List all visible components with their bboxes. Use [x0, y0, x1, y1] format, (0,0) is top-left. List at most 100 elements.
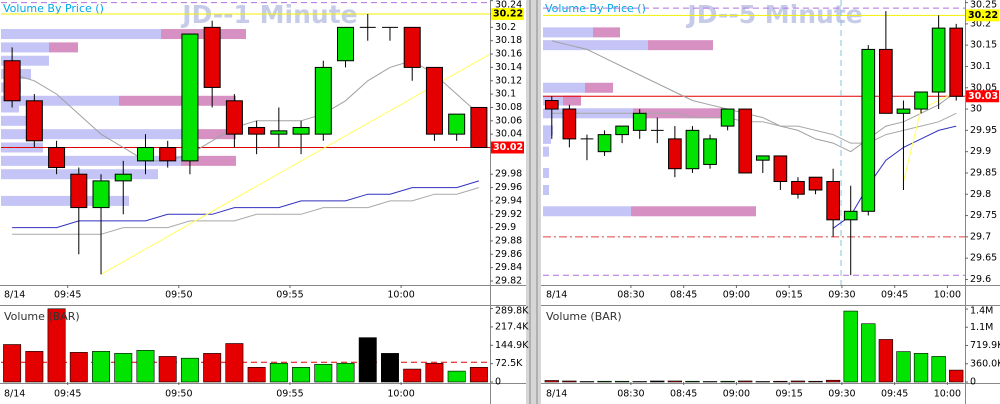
volume-bar: [579, 381, 595, 383]
volume-bar: [269, 362, 288, 383]
y-tick-label: 0: [495, 377, 501, 388]
price-tag: [491, 8, 524, 21]
vbp-sell: [633, 108, 728, 119]
x-tick-label: 10:00: [934, 290, 961, 301]
candle-body: [650, 129, 664, 131]
date-label: 8/14: [4, 290, 25, 301]
vbp-title: Volume By Price (): [3, 2, 104, 15]
vbp-sell: [585, 82, 613, 93]
y-tick-label: 29.8: [970, 189, 991, 200]
volume-bar: [358, 337, 377, 383]
price-tag-label: 30.02: [493, 142, 523, 153]
volume-bar: [225, 343, 244, 383]
volume-bar: [597, 380, 612, 383]
x-tick-label: 09:30: [828, 389, 855, 400]
volume-bar: [92, 351, 110, 383]
volume-bar: [843, 310, 858, 383]
y-tick-label: 29.7: [970, 231, 991, 242]
y-tick-label: 217.4K: [495, 321, 529, 332]
y-tick-label: 30.14: [495, 62, 522, 73]
candle-body: [597, 134, 612, 153]
y-tick-label: 30.12: [495, 75, 522, 86]
x-tick-label: 08:30: [617, 389, 644, 400]
y-tick-label: 30: [970, 104, 982, 115]
x-tick-label: 09:00: [723, 290, 750, 301]
candle-body: [879, 48, 893, 114]
x-tick-label: 09:50: [165, 290, 192, 301]
candle-body: [826, 180, 840, 221]
trend-line: [100, 53, 491, 275]
vbp-sell: [181, 155, 236, 166]
volume-bar: [336, 362, 355, 383]
x-tick-label: 10:00: [387, 389, 414, 400]
volume-bar: [685, 380, 700, 383]
volume-bar: [667, 380, 683, 383]
candle-body: [25, 100, 43, 142]
y-tick-label: 29.86: [495, 249, 522, 260]
y-tick-label: 30.15: [970, 40, 997, 51]
y-tick-label: 72.5K: [495, 358, 523, 369]
vbp-buy: [1, 29, 161, 40]
volume-bar: [702, 381, 718, 383]
price-tag-label: 30.22: [493, 9, 523, 20]
y-tick-label: 29.88: [495, 235, 522, 246]
candle-body: [292, 126, 310, 135]
x-tick-label: 09:55: [276, 290, 303, 301]
candle-body: [843, 210, 858, 221]
vbp-buy: [543, 82, 585, 93]
candle-body: [615, 125, 629, 136]
volume-bar: [25, 351, 44, 383]
x-tick-label: 09:15: [775, 290, 802, 301]
vbp-sell: [161, 29, 246, 40]
candle-body: [773, 155, 788, 182]
volume-bar: [247, 367, 266, 383]
candle-body: [949, 27, 964, 97]
candle-body: [703, 138, 717, 165]
y-tick-label: 29.85: [970, 167, 997, 178]
y-tick-label: 29.96: [495, 182, 522, 193]
vbp-sell: [191, 129, 236, 140]
vbp-buy: [543, 133, 551, 144]
candle-body: [580, 138, 594, 140]
x-tick-label: 09:45: [54, 290, 81, 301]
volume-bar: [773, 380, 788, 383]
volume-bar: [447, 370, 466, 383]
x-tick-label: 08:45: [670, 290, 697, 301]
volume-bar: [913, 353, 929, 383]
y-tick-label: 30.2: [970, 18, 991, 29]
y-tick-label: 30.1: [970, 61, 991, 72]
price-tag-label: 30.22: [968, 10, 998, 21]
volume-bar: [562, 380, 577, 383]
vbp-sell: [119, 95, 236, 106]
vbp-buy: [543, 185, 549, 195]
y-tick-label: 360.0K: [970, 358, 1000, 369]
y-tick-label: 30.05: [970, 82, 997, 93]
candle-body: [470, 106, 488, 149]
date-label: 8/14: [4, 389, 25, 400]
vbp-buy: [1, 42, 49, 53]
y-tick-label: 144.9K: [495, 340, 529, 351]
candle-body: [861, 48, 876, 212]
candle-body: [114, 173, 132, 182]
y-tick-label: 30.25: [970, 0, 997, 11]
y-tick-label: 30.24: [495, 0, 522, 11]
volume-bar: [861, 323, 876, 383]
moving-average: [551, 112, 957, 144]
candle-body: [225, 100, 243, 135]
volume-bar: [381, 353, 399, 383]
volume-bar: [203, 353, 222, 383]
volume-bar: [114, 353, 133, 383]
candle-body: [685, 129, 700, 170]
volume-bar: [544, 380, 559, 383]
candle-body: [914, 91, 928, 110]
y-tick-label: 29.92: [495, 209, 522, 220]
vbp-buy: [543, 27, 593, 38]
volume-bar: [738, 380, 753, 383]
volume-bar: [896, 351, 911, 383]
volume-bar: [3, 344, 22, 383]
y-tick-label: 29.9: [970, 146, 991, 157]
candle-body: [48, 147, 66, 169]
candle-body: [70, 173, 88, 209]
x-tick-label: 08:30: [617, 290, 644, 301]
